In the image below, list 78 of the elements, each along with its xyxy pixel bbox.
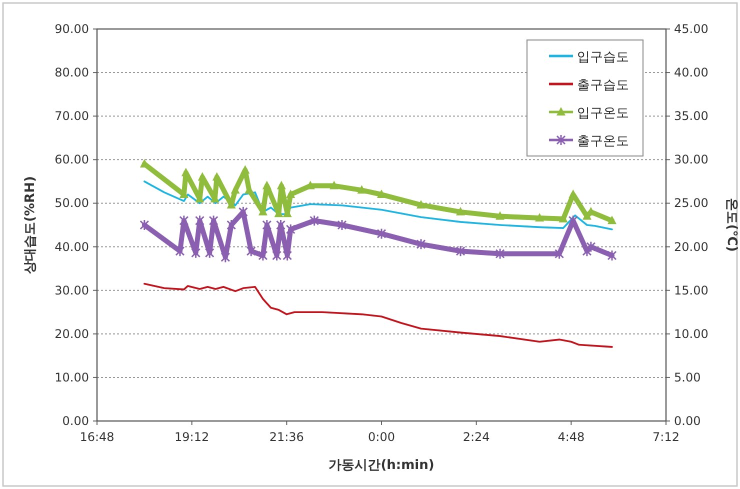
- point: [496, 211, 505, 220]
- x-tick-label: 0:00: [368, 430, 395, 444]
- point: [262, 180, 272, 190]
- point: [272, 250, 282, 262]
- y2-tick-label: 30.00: [674, 152, 708, 167]
- y-tick-label: 50.00: [54, 196, 89, 210]
- y2-tick-label: 40.00: [674, 66, 708, 80]
- y-axis-title: 상대습도(%RH): [23, 176, 38, 274]
- point: [286, 224, 296, 236]
- point: [276, 180, 286, 190]
- y2-tick-label: 5.00: [674, 370, 701, 384]
- point: [212, 172, 222, 181]
- point: [276, 219, 286, 231]
- y2-tick-label: 10.00: [674, 326, 708, 341]
- point: [586, 241, 596, 253]
- point: [582, 211, 592, 220]
- point: [456, 245, 466, 257]
- point: [258, 250, 268, 262]
- point: [535, 213, 544, 222]
- point: [238, 206, 248, 218]
- y-tick-label: 80.00: [54, 66, 89, 80]
- y2-axis-title: 온도(℃): [724, 198, 739, 252]
- point: [179, 214, 189, 226]
- x-tick-label: 2:24: [462, 430, 490, 444]
- point: [204, 247, 214, 259]
- point: [286, 190, 296, 198]
- point: [330, 180, 339, 190]
- point: [310, 214, 320, 226]
- point: [262, 219, 272, 231]
- x-tick-label: 4:48: [558, 430, 585, 444]
- y2-tick-label: 25.00: [674, 196, 708, 210]
- y-tick-label: 40.00: [54, 240, 89, 254]
- point: [416, 238, 426, 250]
- point: [607, 250, 617, 262]
- point: [608, 216, 616, 224]
- x-tick-label: 19:12: [174, 430, 210, 444]
- point: [226, 219, 236, 231]
- point: [191, 247, 201, 259]
- y-tick-label: 90.00: [54, 22, 89, 36]
- y-tick-label: 20.00: [54, 326, 89, 341]
- point: [377, 190, 386, 198]
- point: [175, 245, 185, 257]
- point: [282, 250, 292, 262]
- y2-tick-label: 20.00: [674, 240, 708, 254]
- y2-tick-label: 35.00: [674, 109, 708, 124]
- point: [181, 168, 190, 176]
- point: [582, 245, 592, 257]
- legend-label: 입구온도: [577, 106, 629, 121]
- y-tick-label: 10.00: [54, 370, 89, 384]
- point: [357, 185, 366, 194]
- point: [456, 206, 466, 216]
- point: [220, 251, 230, 263]
- point: [416, 200, 426, 208]
- point: [140, 219, 150, 231]
- x-axis-title: 가동시간(h:min): [328, 458, 434, 473]
- y-tick-label: 70.00: [54, 109, 89, 124]
- y-tick-label: 0.00: [62, 414, 89, 428]
- y2-tick-label: 15.00: [674, 283, 708, 298]
- point: [194, 214, 204, 226]
- point: [208, 214, 218, 226]
- point: [246, 245, 256, 257]
- point: [240, 165, 250, 174]
- legend-label: 입구습도: [577, 50, 629, 65]
- y2-tick-label: 45.00: [674, 22, 708, 36]
- point: [337, 219, 347, 231]
- y-tick-label: 60.00: [54, 152, 89, 167]
- x-tick-label: 16:48: [80, 430, 114, 444]
- point: [376, 228, 386, 240]
- legend-label: 출구습도: [577, 78, 629, 93]
- point: [495, 248, 505, 260]
- x-tick-label: 7:12: [652, 430, 680, 444]
- x-tick-label: 21:36: [269, 430, 304, 444]
- legend-label: 출구온도: [577, 134, 629, 149]
- point: [198, 172, 207, 181]
- y2-tick-label: 0.00: [674, 414, 701, 428]
- point: [554, 248, 564, 260]
- y-tick-label: 30.00: [54, 283, 89, 298]
- point: [230, 185, 240, 194]
